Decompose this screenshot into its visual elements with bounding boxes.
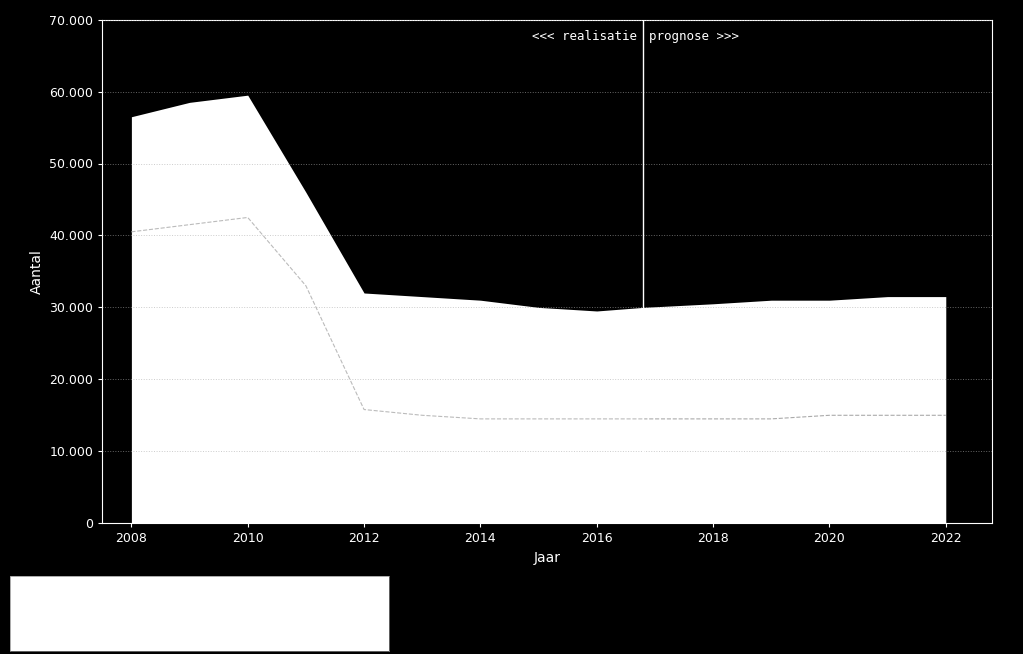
Text: <<< realisatie: <<< realisatie (532, 31, 637, 43)
X-axis label: Jaar: Jaar (534, 551, 561, 565)
Y-axis label: Aantal: Aantal (30, 249, 44, 294)
Text: prognose >>>: prognose >>> (650, 31, 739, 43)
